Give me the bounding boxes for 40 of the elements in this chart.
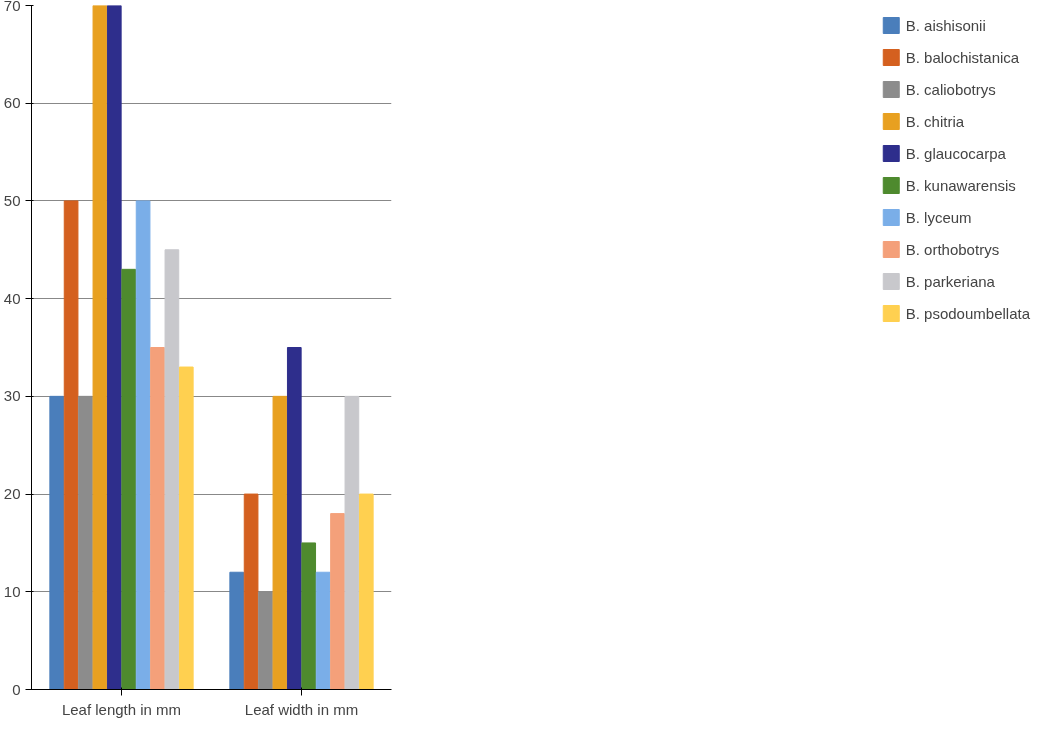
y-tick-label: 70 [3,0,21,14]
y-tick-label: 30 [3,387,21,405]
bar [106,5,122,690]
x-tick-label: Leaf length in mm [61,700,182,718]
legend-label: B. glaucocarpa [905,144,1006,162]
legend-label: B. kunawarensis [905,176,1016,194]
bar [49,395,65,690]
y-tick-label: 60 [3,94,21,112]
legend-label: B. aishisonii [905,16,986,34]
bar [243,493,259,690]
bar [330,513,345,690]
legend-label: B. caliobotrys [905,80,996,98]
y-tick-label: 10 [3,582,21,600]
bar [150,347,165,690]
legend-label: B. parkeriana [905,272,995,290]
bar [78,395,93,690]
bar [92,5,108,690]
bar [358,493,374,690]
legend-label: B. balochistanica [905,48,1020,66]
bar [344,395,360,690]
bar [315,571,331,690]
legend-label: B. chitria [905,112,965,130]
legend-label: B. lyceum [905,208,972,226]
x-tick-label: Leaf width in mm [244,700,359,718]
bar [286,347,302,690]
bar [229,571,245,690]
y-tick-label: 40 [3,289,21,307]
y-tick-label: 50 [3,191,21,209]
bar [121,268,137,690]
bar [272,395,288,690]
bar [63,200,79,690]
bar [301,542,317,690]
bar [135,200,151,690]
bar [178,366,194,690]
legend-label: B. orthobotrys [905,240,1000,258]
bar [164,249,180,690]
legend-label: B. psodoumbellata [905,304,1030,322]
y-tick-label: 0 [12,680,21,698]
bar [258,591,273,690]
y-tick-label: 20 [3,485,21,503]
